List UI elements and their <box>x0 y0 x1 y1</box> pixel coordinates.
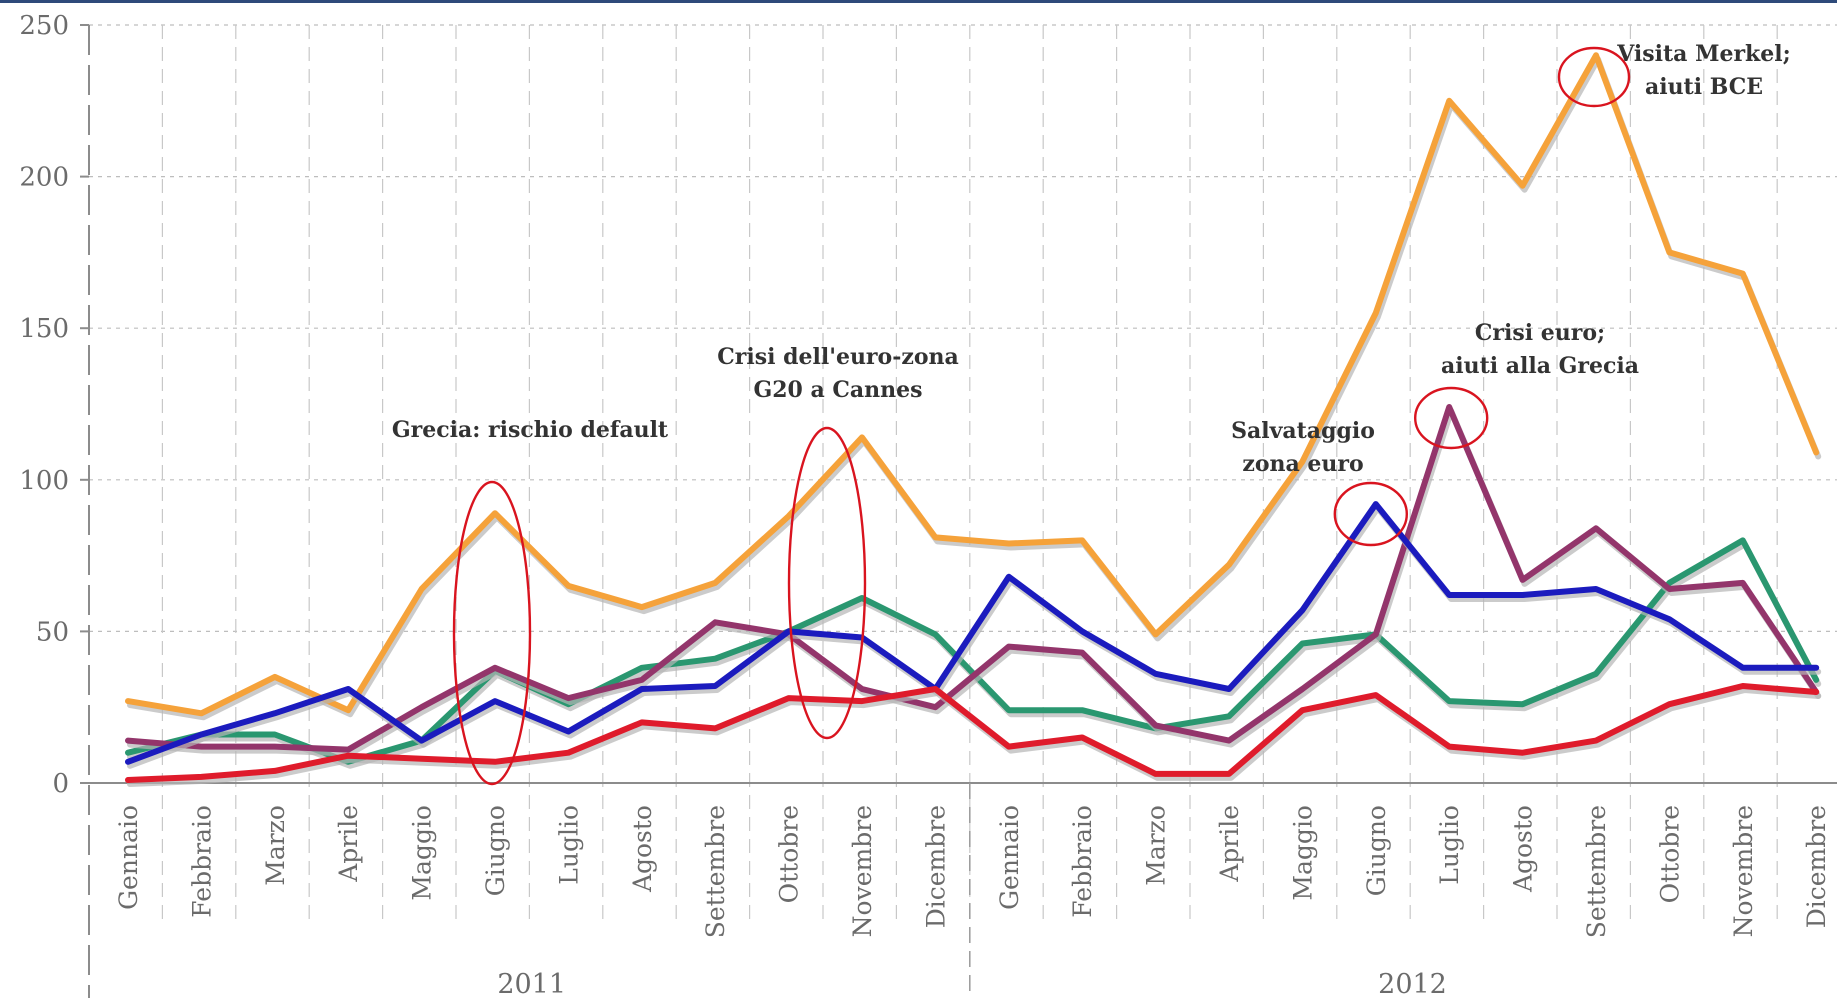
y-tick-label: 50 <box>36 617 69 647</box>
series-line <box>125 537 1820 765</box>
x-tick-label: Settembre <box>1582 805 1611 938</box>
annotation-label: Crisi euro; <box>1475 320 1605 346</box>
annotation-label: Crisi dell'euro-zona <box>717 344 959 370</box>
x-tick-label: Ottobre <box>1655 805 1684 903</box>
series-line <box>125 683 1820 783</box>
x-tick-label: Dicembre <box>1802 805 1831 928</box>
x-tick-label: Marzo <box>261 805 290 886</box>
year-label: 2012 <box>1378 969 1447 998</box>
annotation-label: G20 a Cannes <box>753 377 922 403</box>
series-line-shadow <box>127 408 1822 757</box>
x-tick-labels: Gennaio Febbraio Marzo Aprile Maggio Giugno Lu… <box>114 805 1831 938</box>
annotation-label: Grecia: rischio default <box>392 417 669 443</box>
highlight-ellipses <box>452 46 1631 786</box>
x-tick-label: Gennaio <box>995 805 1024 910</box>
series-line <box>125 52 1820 717</box>
y-tick-label: 100 <box>19 466 69 496</box>
axes <box>80 24 1837 998</box>
x-tick-label: Febbraio <box>187 805 216 918</box>
grid-lines <box>89 24 1837 925</box>
series-line-shadow <box>127 56 1822 721</box>
x-tick-label: Aprile <box>334 805 363 883</box>
series-line <box>125 501 1820 765</box>
x-tick-label: Novembre <box>1729 805 1758 937</box>
highlight-ellipse <box>452 480 532 786</box>
x-tick-label: Gennaio <box>114 805 143 910</box>
highlight-ellipse <box>1333 481 1409 547</box>
series-lines <box>125 52 1822 787</box>
x-tick-label: Agosto <box>628 805 657 893</box>
x-tick-label: Luglio <box>1435 805 1464 885</box>
y-tick-label: 0 <box>52 769 69 799</box>
annotation-label: aiuti alla Grecia <box>1441 353 1639 379</box>
x-tick-label: Maggio <box>408 805 437 901</box>
x-tick-label: Settembre <box>701 805 730 938</box>
annotation-label: Salvataggio <box>1231 418 1375 444</box>
x-tick-label: Ottobre <box>775 805 804 903</box>
y-tick-label: 150 <box>19 314 69 344</box>
x-tick-label: Luglio <box>554 805 583 885</box>
y-tick-label: 200 <box>19 163 69 193</box>
x-tick-label: Maggio <box>1288 805 1317 901</box>
highlight-ellipse <box>787 426 867 740</box>
annotation-label: zona euro <box>1242 451 1363 477</box>
x-tick-label: Febbraio <box>1068 805 1097 918</box>
x-tick-label: Aprile <box>1215 805 1244 883</box>
x-tick-label: Giugno <box>1362 805 1391 896</box>
x-tick-label: Agosto <box>1509 805 1538 893</box>
series-line <box>125 404 1820 753</box>
x-tick-label: Dicembre <box>921 805 950 928</box>
y-tick-label: 250 <box>19 11 69 41</box>
y-tick-labels: 0 50 100 150 200 250 <box>19 11 69 799</box>
highlight-ellipse <box>1557 46 1631 108</box>
annotations: Grecia: rischio default Crisi dell'euro-z… <box>392 41 1791 477</box>
x-tick-label: Novembre <box>848 805 877 937</box>
x-tick-label: Marzo <box>1142 805 1171 886</box>
annotation-label: Visita Merkel; <box>1616 41 1791 67</box>
x-tick-label: Giugno <box>481 805 510 896</box>
top-border <box>0 0 1837 3</box>
year-label: 2011 <box>497 969 566 998</box>
year-labels: 2011 2012 <box>497 969 1447 998</box>
highlight-ellipse <box>1413 386 1489 450</box>
annotation-label: aiuti BCE <box>1645 74 1763 100</box>
